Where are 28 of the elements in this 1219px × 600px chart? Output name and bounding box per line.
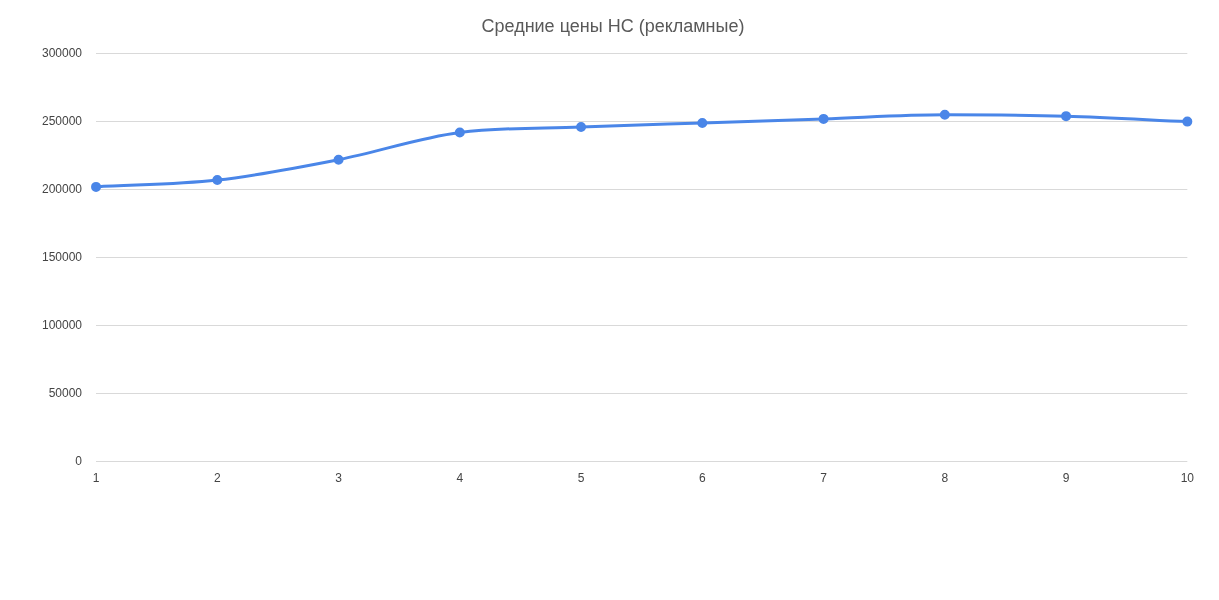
y-tick-label: 0 bbox=[75, 453, 83, 468]
point bbox=[818, 113, 829, 124]
x-tick-label: 2 bbox=[213, 471, 221, 486]
x-tick-label: 5 bbox=[577, 471, 585, 486]
x-tick-label: 9 bbox=[1062, 471, 1070, 486]
y-tick-label: 150000 bbox=[42, 249, 83, 264]
x-tick-label: 7 bbox=[820, 471, 828, 486]
x-tick-label: 1 bbox=[92, 471, 100, 486]
point bbox=[212, 175, 223, 186]
point bbox=[939, 109, 950, 120]
y-tick-label: 100000 bbox=[42, 317, 83, 332]
point bbox=[454, 127, 465, 138]
point bbox=[576, 122, 587, 133]
x-tick-label: 10 bbox=[1180, 471, 1195, 486]
point bbox=[1061, 111, 1072, 122]
point bbox=[697, 117, 708, 128]
point bbox=[1182, 116, 1193, 127]
x-tick-label: 3 bbox=[335, 471, 343, 486]
y-tick-label: 250000 bbox=[42, 113, 83, 128]
point bbox=[91, 181, 102, 192]
y-tick-label: 200000 bbox=[42, 181, 83, 196]
chart-title: Средние цены НС (рекламные) bbox=[481, 15, 745, 36]
point bbox=[333, 154, 344, 165]
y-tick-label: 50000 bbox=[48, 385, 83, 400]
x-tick-label: 4 bbox=[456, 471, 464, 486]
y-tick-label: 300000 bbox=[42, 45, 83, 60]
x-tick-label: 6 bbox=[698, 471, 706, 486]
x-tick-label: 8 bbox=[941, 471, 949, 486]
